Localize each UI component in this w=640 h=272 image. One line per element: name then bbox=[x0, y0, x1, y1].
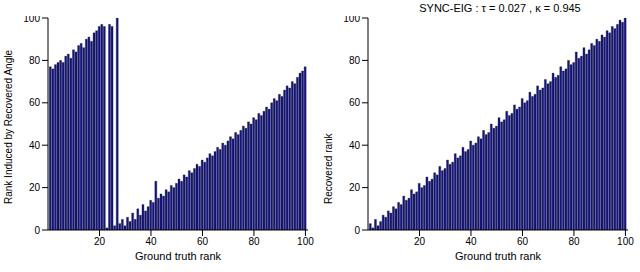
svg-text:20: 20 bbox=[94, 236, 106, 247]
svg-text:0: 0 bbox=[34, 225, 40, 236]
html-text:SYNC-EIG : τ = 0.027 , κ = 0.9: SYNC-EIG : τ = 0.027 , κ = 0.945 bbox=[419, 2, 581, 14]
svg-text:40: 40 bbox=[145, 236, 157, 247]
svg-text:0: 0 bbox=[354, 225, 360, 236]
svg-text:100: 100 bbox=[23, 16, 40, 24]
svg-text:80: 80 bbox=[248, 236, 260, 247]
svg-text:80: 80 bbox=[29, 55, 41, 66]
svg-text:Ground truth rank: Ground truth rank bbox=[135, 250, 222, 262]
svg-text:100: 100 bbox=[617, 236, 632, 247]
svg-text:60: 60 bbox=[197, 236, 209, 247]
svg-text:80: 80 bbox=[568, 236, 580, 247]
svg-text:60: 60 bbox=[29, 97, 41, 108]
svg-text:20: 20 bbox=[29, 182, 41, 193]
svg-text:20: 20 bbox=[349, 182, 361, 193]
svg-text:40: 40 bbox=[349, 140, 361, 151]
svg-text:20: 20 bbox=[414, 236, 426, 247]
svg-text:Rank Induced by Recovered Angl: Rank Induced by Recovered Angle bbox=[8, 50, 14, 204]
svg-text:100: 100 bbox=[343, 16, 360, 24]
svg-text:60: 60 bbox=[517, 236, 529, 247]
svg-text:Ground truth rank: Ground truth rank bbox=[455, 250, 542, 262]
svg-text:Recovered rank: Recovered rank bbox=[323, 132, 334, 204]
svg-text:100: 100 bbox=[297, 236, 314, 247]
svg-text:80: 80 bbox=[349, 55, 361, 66]
svg-text:40: 40 bbox=[465, 236, 477, 247]
svg-text:60: 60 bbox=[349, 97, 361, 108]
svg-text:40: 40 bbox=[29, 140, 41, 151]
